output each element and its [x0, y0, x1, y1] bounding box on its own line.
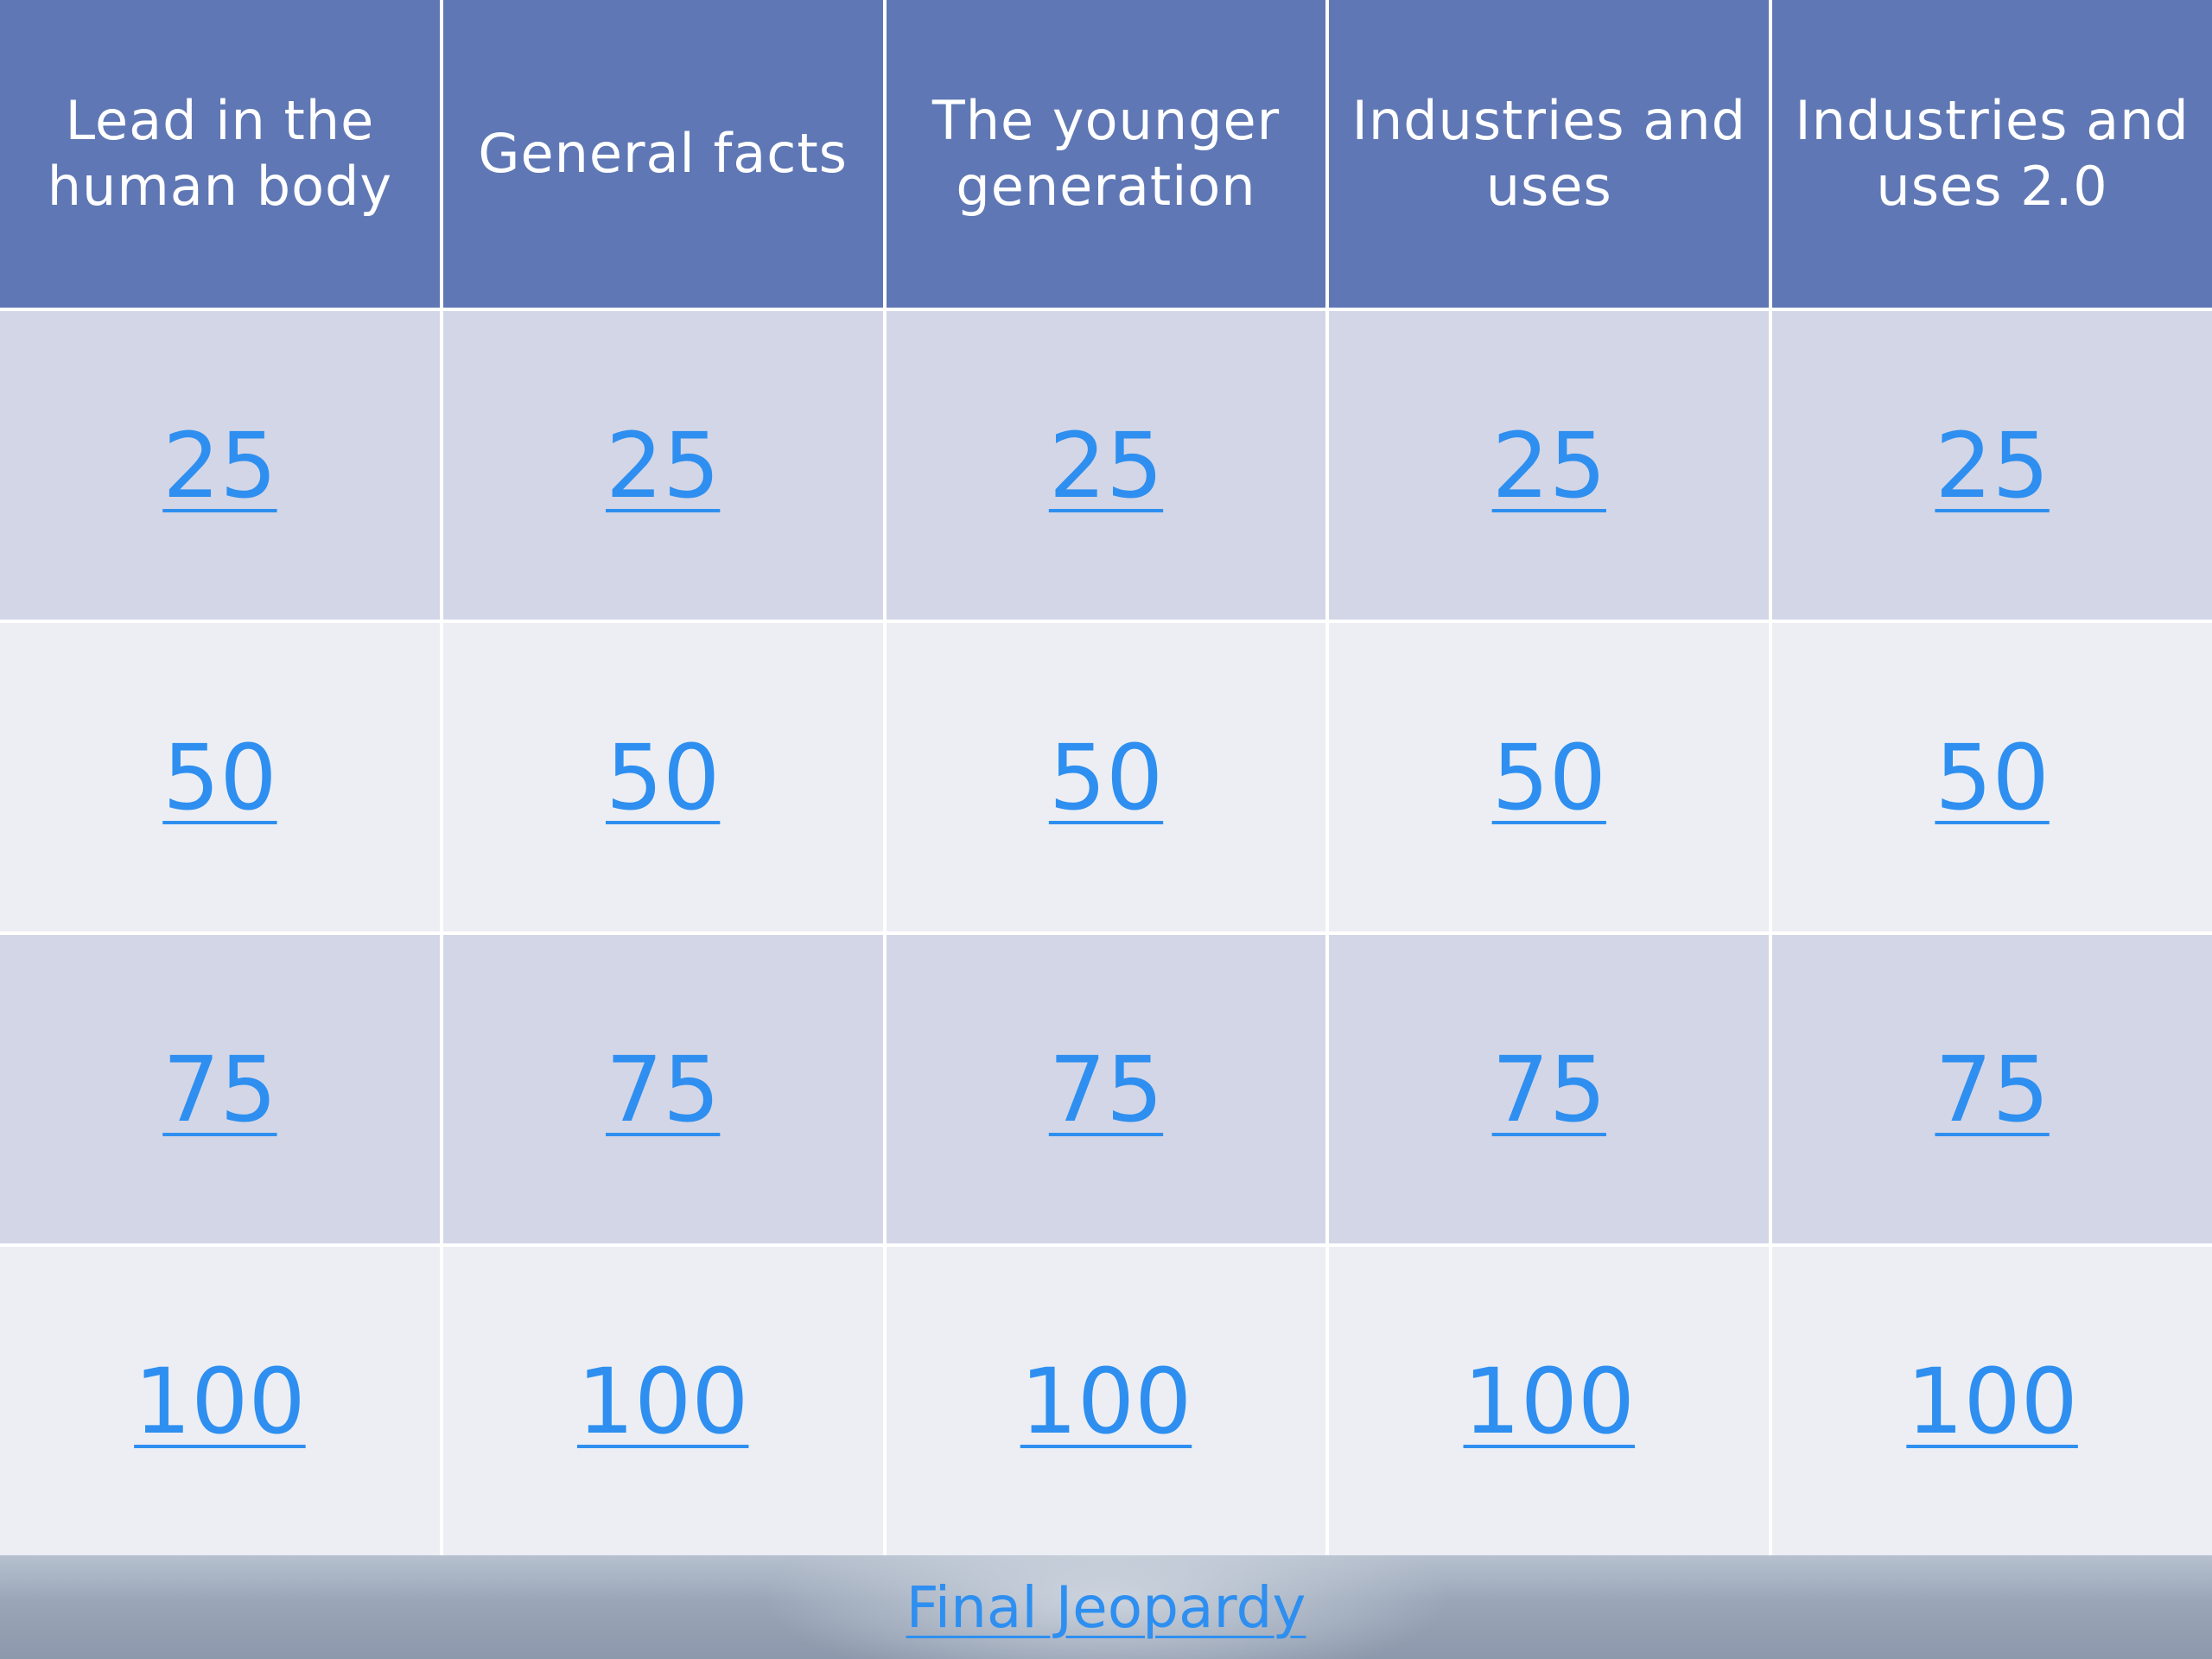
- points-link-c1-r1[interactable]: 25: [162, 412, 277, 518]
- board-cell: 75: [442, 935, 883, 1243]
- points-link-c2-r3[interactable]: 75: [606, 1036, 721, 1142]
- footer-glow: [760, 1555, 1452, 1659]
- points-link-c2-r1[interactable]: 25: [606, 412, 721, 518]
- category-header-2: General facts: [442, 0, 883, 308]
- points-link-c1-r3[interactable]: 75: [162, 1036, 277, 1142]
- points-link-c5-r4[interactable]: 100: [1906, 1348, 2078, 1454]
- category-header-4: Industries and uses: [1329, 0, 1770, 308]
- points-link-c1-r2[interactable]: 50: [162, 724, 277, 830]
- board-cell: 50: [1772, 623, 2212, 931]
- category-header-3: The younger generation: [886, 0, 1326, 308]
- jeopardy-board: Lead in the human body General facts The…: [0, 0, 2212, 1555]
- board-cell: 25: [442, 311, 883, 620]
- category-header-1: Lead in the human body: [0, 0, 440, 308]
- points-link-c3-r3[interactable]: 75: [1048, 1036, 1164, 1142]
- category-header-5: Industries and uses 2.0: [1772, 0, 2212, 308]
- points-link-c5-r2[interactable]: 50: [1935, 724, 2050, 830]
- board-cell: 25: [886, 311, 1326, 620]
- board-cell: 75: [886, 935, 1326, 1243]
- board-cell: 100: [1329, 1247, 1770, 1555]
- points-link-c1-r4[interactable]: 100: [134, 1348, 306, 1454]
- board-cell: 100: [886, 1247, 1326, 1555]
- board-cell: 100: [1772, 1247, 2212, 1555]
- points-link-c4-r3[interactable]: 75: [1491, 1036, 1606, 1142]
- board-cell: 50: [886, 623, 1326, 931]
- points-link-c3-r1[interactable]: 25: [1048, 412, 1164, 518]
- points-link-c3-r2[interactable]: 50: [1048, 724, 1164, 830]
- points-link-c5-r3[interactable]: 75: [1935, 1036, 2050, 1142]
- board-cell: 25: [0, 311, 440, 620]
- final-jeopardy-link[interactable]: Final Jeopardy: [906, 1573, 1306, 1641]
- points-link-c2-r4[interactable]: 100: [576, 1348, 749, 1454]
- points-link-c3-r4[interactable]: 100: [1020, 1348, 1192, 1454]
- board-cell: 50: [442, 623, 883, 931]
- board-cell: 100: [442, 1247, 883, 1555]
- footer-bar: Final Jeopardy: [0, 1555, 2212, 1659]
- board-cell: 75: [1772, 935, 2212, 1243]
- points-link-c4-r1[interactable]: 25: [1491, 412, 1606, 518]
- board-cell: 75: [1329, 935, 1770, 1243]
- points-link-c4-r2[interactable]: 50: [1491, 724, 1606, 830]
- board-cell: 50: [0, 623, 440, 931]
- board-cell: 100: [0, 1247, 440, 1555]
- points-link-c2-r2[interactable]: 50: [606, 724, 721, 830]
- board-cell: 75: [0, 935, 440, 1243]
- board-cell: 50: [1329, 623, 1770, 931]
- board-cell: 25: [1772, 311, 2212, 620]
- points-link-c5-r1[interactable]: 25: [1935, 412, 2050, 518]
- points-link-c4-r4[interactable]: 100: [1463, 1348, 1636, 1454]
- board-cell: 25: [1329, 311, 1770, 620]
